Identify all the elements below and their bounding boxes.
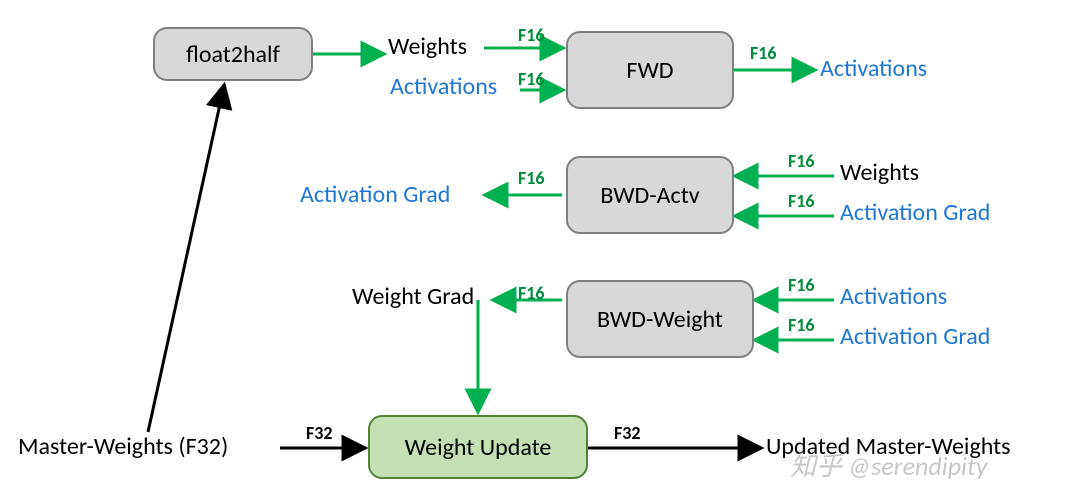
edge-label-f16: F16 — [750, 42, 777, 64]
label-activation-grad: Activation Grad — [300, 180, 450, 209]
edge-label-f16: F16 — [518, 282, 545, 304]
edge-label-f32: F32 — [306, 422, 333, 444]
node-label: Weight Update — [405, 433, 552, 462]
node-label: BWD-Actv — [600, 181, 699, 210]
label-updated-master: Updated Master-Weights — [766, 432, 1011, 461]
node-bwd-actv: BWD-Actv — [566, 156, 734, 234]
node-label: float2half — [186, 40, 280, 69]
label-weight-grad: Weight Grad — [352, 282, 474, 311]
label-activations: Activations — [840, 282, 947, 311]
label-activation-grad: Activation Grad — [840, 198, 990, 227]
edge-label-f16: F16 — [518, 24, 545, 46]
node-label: BWD-Weight — [597, 305, 723, 334]
label-master-weights: Master-Weights (F32) — [18, 432, 228, 461]
edge-label-f16: F16 — [518, 167, 545, 189]
edge-label-f16: F16 — [788, 190, 815, 212]
node-label: FWD — [626, 56, 673, 85]
node-float2half: float2half — [153, 27, 313, 81]
label-activation-grad: Activation Grad — [840, 322, 990, 351]
edge-label-f16: F16 — [788, 314, 815, 336]
label-weights: Weights — [840, 158, 919, 187]
edge-arrow — [148, 86, 224, 432]
edge-label-f16: F16 — [788, 150, 815, 172]
node-weight-update: Weight Update — [368, 415, 588, 479]
edge-label-f16: F16 — [788, 274, 815, 296]
label-weights: Weights — [388, 32, 467, 61]
label-activations: Activations — [390, 72, 497, 101]
node-fwd: FWD — [566, 31, 734, 109]
label-activations: Activations — [820, 54, 927, 83]
node-bwd-weight: BWD-Weight — [566, 280, 754, 358]
edge-label-f16: F16 — [518, 68, 545, 90]
edge-label-f32: F32 — [614, 422, 641, 444]
